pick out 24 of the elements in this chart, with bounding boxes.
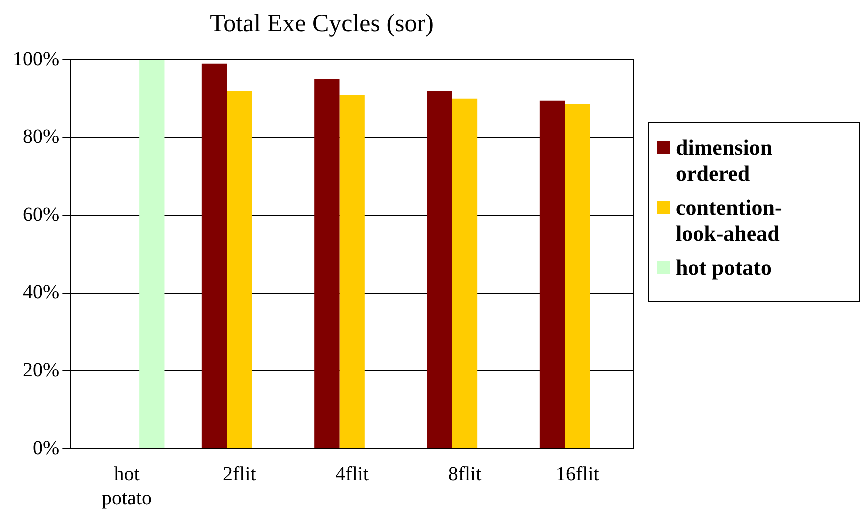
y-tick-label: 40%: [22, 282, 60, 304]
legend-label: dimension ordered: [676, 135, 774, 187]
x-tick-label: 4flit: [336, 463, 370, 486]
bar: [427, 91, 452, 448]
bar: [202, 64, 228, 448]
x-tick-label: 16flit: [556, 463, 600, 486]
bar: [140, 60, 165, 448]
y-tick-label: 20%: [22, 359, 60, 382]
legend-label: contention-look-ahead: [676, 195, 784, 247]
bar: [540, 100, 566, 448]
y-tick-label: 100%: [12, 48, 60, 70]
chart-title: Total Exe Cycles (sor): [210, 10, 434, 38]
y-tick-label: 60%: [22, 204, 60, 226]
bar: [227, 91, 252, 448]
bar: [565, 104, 590, 448]
y-tick-label: 80%: [22, 126, 60, 148]
bar: [452, 98, 478, 448]
bar: [314, 79, 340, 448]
bar: [340, 95, 365, 448]
y-tick-label: 0%: [32, 437, 60, 460]
x-tick-label: 2flit: [222, 463, 257, 486]
legend-label: hot potato: [676, 255, 773, 281]
x-tick-label: 8flit: [448, 463, 482, 486]
x-tick-label: hot potato: [102, 463, 152, 510]
